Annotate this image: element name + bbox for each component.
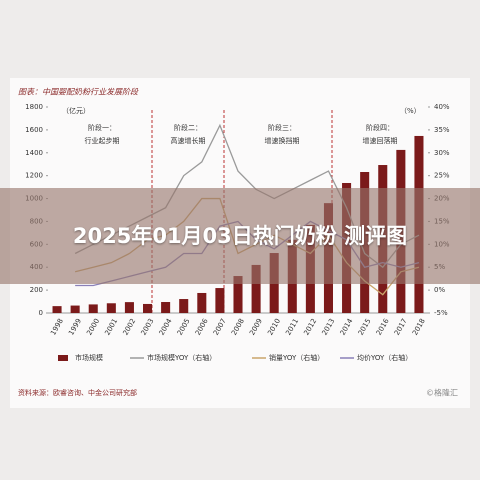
- bar: [215, 288, 225, 313]
- x-tick-label: 2000: [85, 317, 101, 336]
- x-tick-label: 2003: [140, 317, 156, 336]
- bar: [106, 303, 116, 313]
- x-tick-label: 2009: [248, 317, 264, 336]
- bar: [233, 276, 243, 313]
- watermark: ©格隆汇: [426, 388, 458, 398]
- bar: [70, 305, 80, 313]
- y2-tick-label: 0%: [434, 286, 445, 294]
- y-tick-label: 200: [30, 286, 43, 294]
- x-tick-label: 2015: [357, 317, 373, 336]
- x-tick-label: 2007: [212, 317, 228, 336]
- legend-label: 市场规模: [75, 353, 103, 362]
- stage-desc: 增速回落期: [363, 136, 398, 145]
- stage-name: 阶段三：: [268, 123, 296, 132]
- stage-desc: 增速换挡期: [265, 136, 300, 145]
- legend-label: 市场规模YOY（右轴）: [147, 353, 216, 362]
- x-tick-label: 2002: [122, 317, 138, 336]
- x-tick-label: 2012: [302, 317, 318, 336]
- y-tick-label: 0: [39, 309, 43, 317]
- x-tick-label: 2018: [411, 317, 427, 336]
- y2-tick-label: 40%: [434, 103, 450, 111]
- bar: [197, 292, 207, 313]
- stage-desc: 高速增长期: [171, 136, 206, 145]
- bar: [161, 302, 171, 313]
- x-tick-label: 2016: [375, 317, 391, 337]
- x-tick-label: 2014: [339, 317, 355, 337]
- stage-desc: 行业起步期: [85, 136, 120, 145]
- bar: [179, 299, 189, 313]
- y2-unit: （%）: [400, 107, 421, 115]
- stage-name: 阶段二：: [174, 123, 202, 132]
- legend-swatch: [58, 355, 68, 361]
- y2-tick-label: 35%: [434, 126, 450, 134]
- y2-tick-label: 30%: [434, 149, 450, 157]
- source: 资料来源：欧睿咨询、中金公司研究部: [18, 388, 137, 397]
- x-tick-label: 2008: [230, 317, 246, 336]
- x-tick-label: 2005: [176, 317, 192, 336]
- legend-label: 销量YOY（右轴）: [269, 353, 324, 362]
- bar: [52, 306, 62, 313]
- y-tick-label: 1600: [25, 126, 43, 134]
- bar: [88, 304, 98, 313]
- overlay-title: 2025年01月03日热门奶粉 测评图: [72, 224, 408, 248]
- x-tick-label: 2011: [284, 317, 300, 336]
- y-tick-label: 1800: [25, 103, 43, 111]
- stage-name: 阶段四：: [366, 123, 394, 132]
- bar: [251, 264, 261, 313]
- bar: [143, 303, 153, 313]
- x-tick-label: 2006: [194, 317, 210, 337]
- y-unit: （亿元）: [62, 106, 90, 115]
- legend-label: 均价YOY（右轴）: [357, 353, 412, 362]
- bar: [124, 302, 134, 313]
- x-tick-label: 1999: [67, 317, 83, 336]
- y-tick-label: 1400: [25, 149, 43, 157]
- y2-tick-label: -5%: [434, 309, 448, 317]
- x-tick-label: 2004: [158, 317, 174, 337]
- x-tick-label: 2017: [393, 317, 409, 336]
- x-tick-label: 2013: [321, 317, 337, 336]
- x-tick-label: 1998: [49, 317, 65, 336]
- y2-tick-label: 25%: [434, 172, 450, 180]
- chart-title: 图表：中国婴配奶粉行业发展阶段: [18, 88, 139, 97]
- y-tick-label: 1200: [25, 172, 43, 180]
- overlay-banner: 2025年01月03日热门奶粉 测评图: [0, 188, 480, 284]
- x-tick-label: 2010: [266, 317, 282, 336]
- x-tick-label: 2001: [103, 317, 119, 336]
- stage-name: 阶段一：: [88, 123, 116, 132]
